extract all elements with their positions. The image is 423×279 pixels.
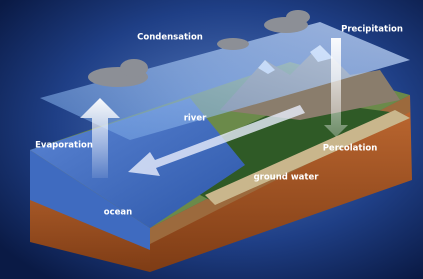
label: Percolation [323,144,378,154]
label: river [184,114,207,124]
label: ground water [254,173,320,183]
label: ocean [104,208,132,218]
water-cycle-diagram: Condensation Precipitation river Evapora… [0,0,423,279]
label: Condensation [137,33,203,43]
label: Precipitation [341,25,403,35]
label: Evaporation [35,141,93,151]
